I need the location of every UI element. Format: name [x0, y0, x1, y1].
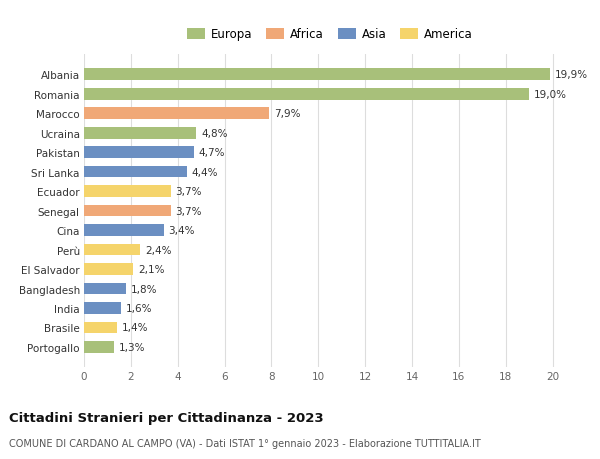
- Bar: [84, 167, 187, 178]
- Text: 4,7%: 4,7%: [199, 148, 226, 158]
- Text: 19,0%: 19,0%: [534, 90, 567, 100]
- Bar: [84, 322, 117, 334]
- Text: 4,8%: 4,8%: [201, 129, 227, 139]
- Bar: [84, 302, 121, 314]
- Text: 1,4%: 1,4%: [121, 323, 148, 333]
- Legend: Europa, Africa, Asia, America: Europa, Africa, Asia, America: [182, 23, 478, 46]
- Text: 1,8%: 1,8%: [131, 284, 157, 294]
- Bar: [84, 108, 269, 120]
- Bar: [84, 263, 133, 275]
- Bar: [84, 128, 196, 139]
- Bar: [84, 283, 126, 295]
- Text: 2,1%: 2,1%: [138, 264, 164, 274]
- Bar: [84, 341, 115, 353]
- Text: 3,4%: 3,4%: [169, 225, 195, 235]
- Bar: [84, 186, 170, 197]
- Text: COMUNE DI CARDANO AL CAMPO (VA) - Dati ISTAT 1° gennaio 2023 - Elaborazione TUTT: COMUNE DI CARDANO AL CAMPO (VA) - Dati I…: [9, 438, 481, 448]
- Bar: [84, 244, 140, 256]
- Text: Cittadini Stranieri per Cittadinanza - 2023: Cittadini Stranieri per Cittadinanza - 2…: [9, 411, 323, 424]
- Text: 1,6%: 1,6%: [126, 303, 152, 313]
- Text: 3,7%: 3,7%: [175, 187, 202, 197]
- Text: 2,4%: 2,4%: [145, 245, 172, 255]
- Bar: [84, 147, 194, 159]
- Text: 4,4%: 4,4%: [192, 167, 218, 177]
- Bar: [84, 69, 550, 81]
- Bar: [84, 89, 529, 101]
- Bar: [84, 205, 170, 217]
- Text: 7,9%: 7,9%: [274, 109, 300, 119]
- Bar: [84, 225, 164, 236]
- Text: 3,7%: 3,7%: [175, 206, 202, 216]
- Text: 19,9%: 19,9%: [555, 70, 588, 80]
- Text: 1,3%: 1,3%: [119, 342, 146, 352]
